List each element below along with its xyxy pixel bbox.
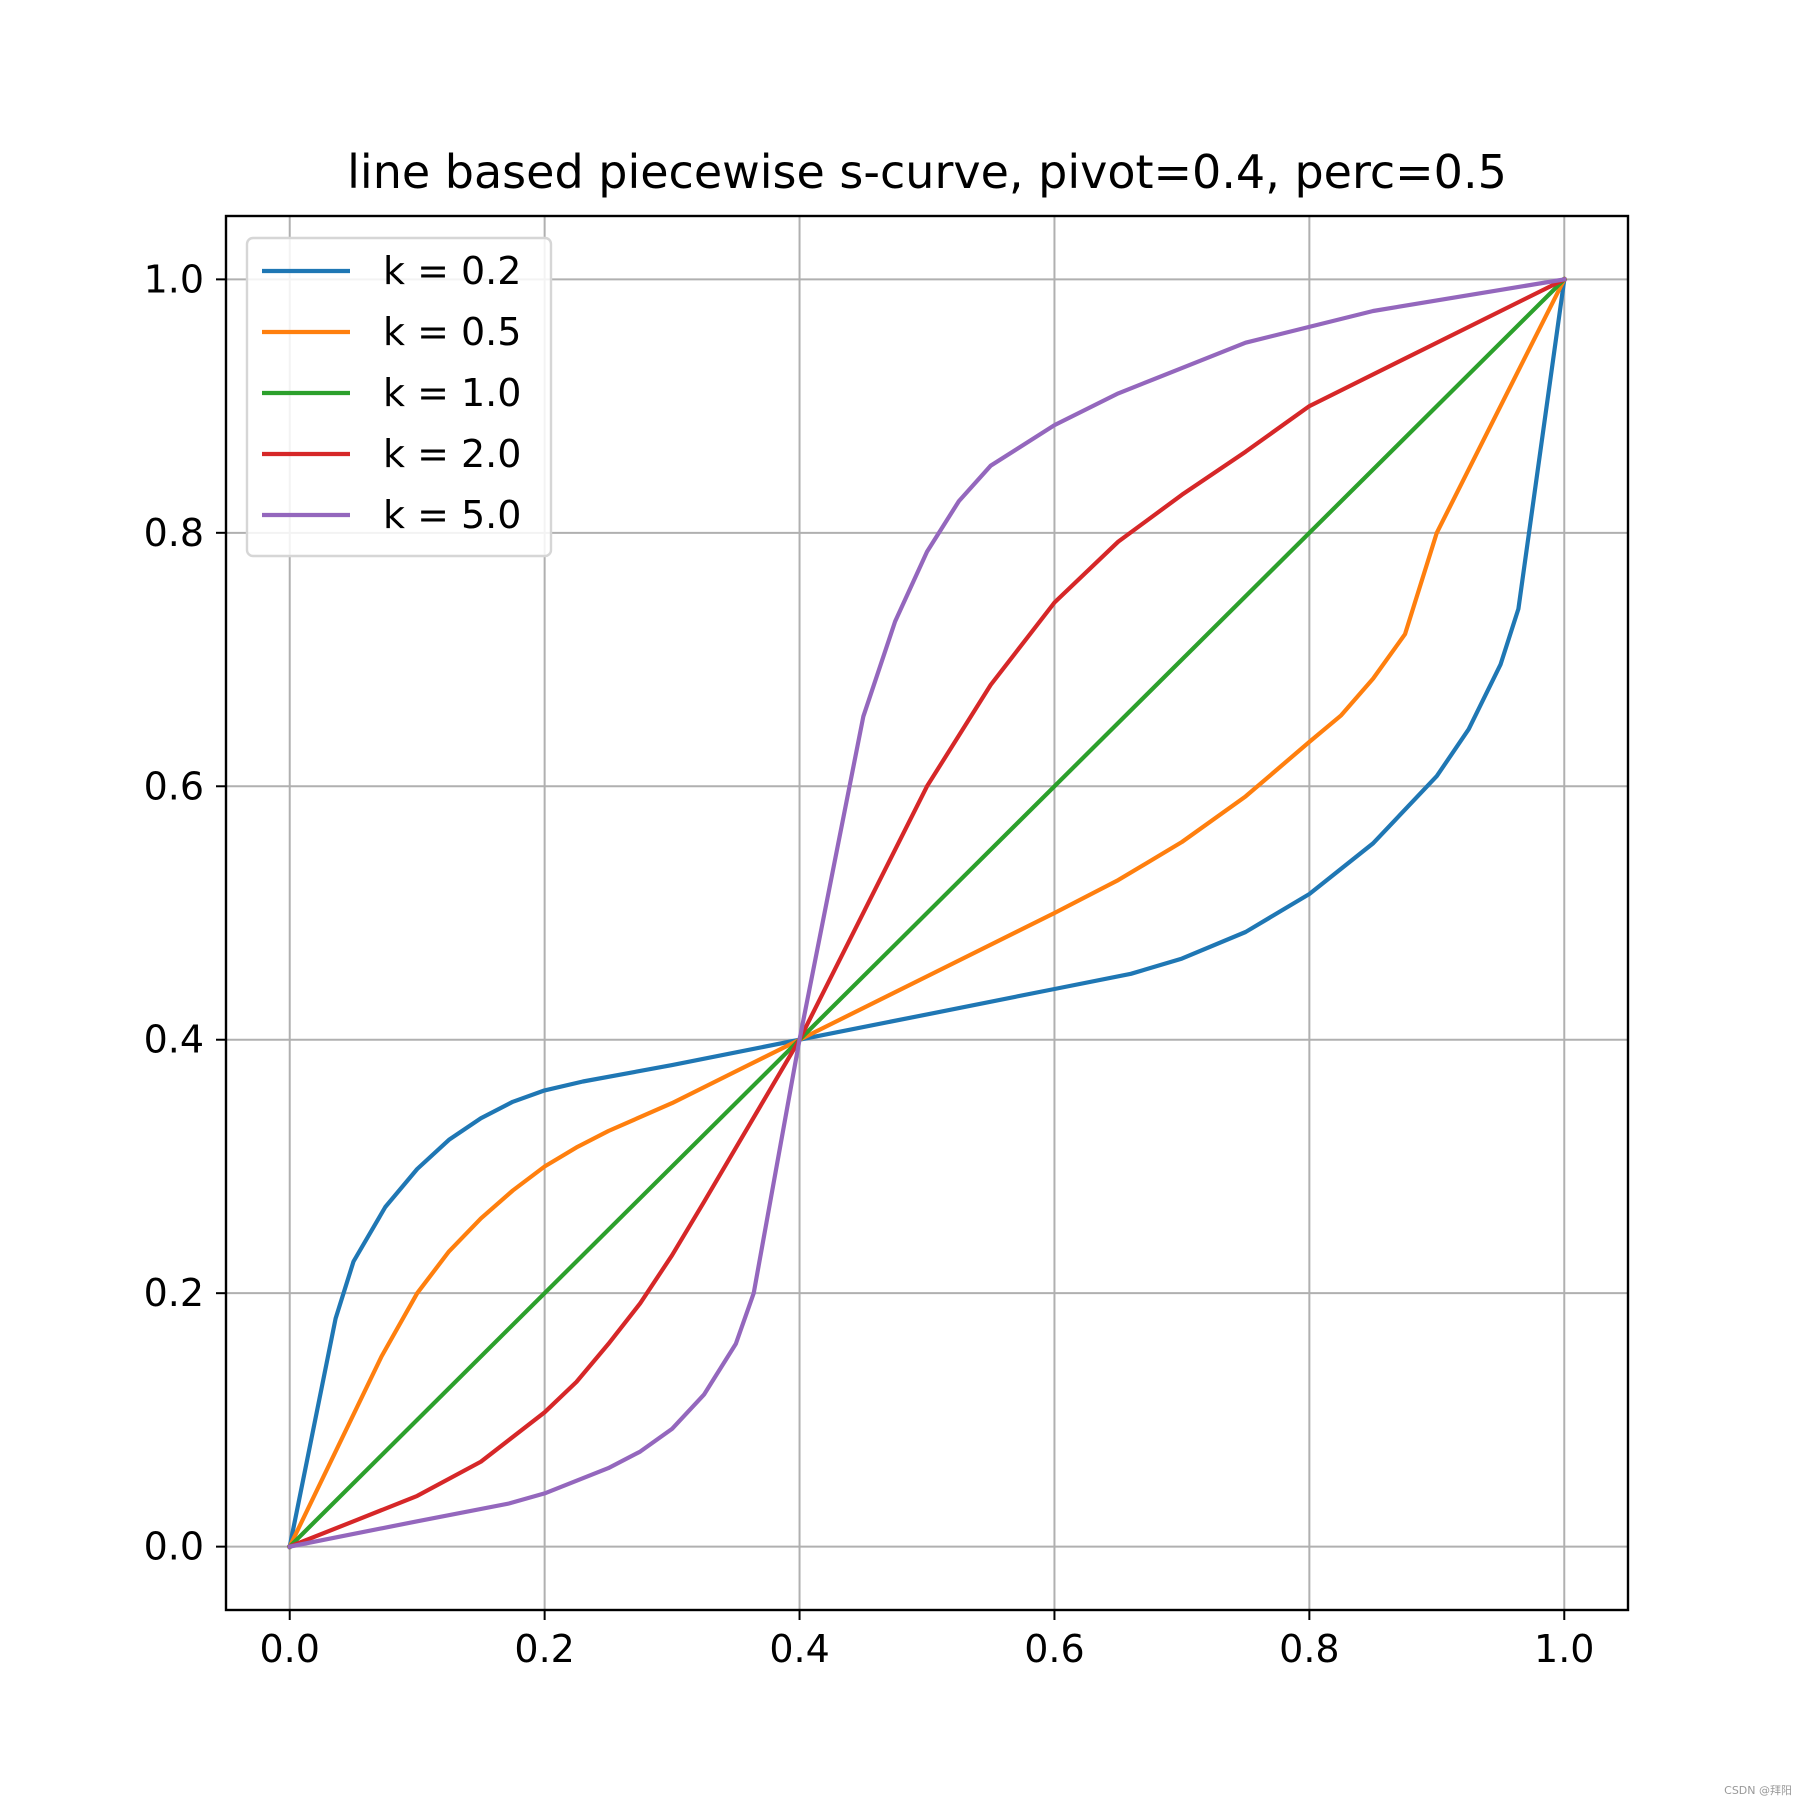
y-tick-label-2: 0.4 <box>144 1018 204 1062</box>
series-line-3 <box>286 276 1568 1550</box>
series-line-4 <box>286 276 1568 1550</box>
legend-label-1: k = 0.2 <box>383 249 521 293</box>
series-line-5 <box>287 276 1567 1550</box>
y-tick-label-5: 1.0 <box>144 257 204 301</box>
plot-area: 0.0 0.2 0.4 0.6 0.8 1.0 0.0 0.2 0.4 0.6 0.8 1.0 k = … <box>144 214 1630 1671</box>
legend-label-2: k = 0.5 <box>383 310 521 354</box>
x-tick-label-2: 0.4 <box>769 1627 829 1671</box>
y-tick-label-4: 0.8 <box>144 511 204 555</box>
x-tick-label-5: 1.0 <box>1534 1627 1594 1671</box>
y-tick-label-0: 0.0 <box>144 1525 204 1569</box>
legend: k = 0.2 k = 0.5 k = 1.0 k = 2.0 k = 5.0 <box>245 236 553 558</box>
y-tick-label-1: 0.2 <box>144 1271 204 1315</box>
x-tick-label-0: 0.0 <box>260 1627 320 1671</box>
legend-label-5: k = 5.0 <box>383 493 521 537</box>
chart-title: line based piecewise s-curve, pivot=0.4,… <box>347 145 1507 199</box>
legend-label-3: k = 1.0 <box>383 371 521 415</box>
x-tick-label-4: 0.8 <box>1279 1627 1339 1671</box>
x-tick-label-3: 0.6 <box>1024 1627 1084 1671</box>
y-tick-label-3: 0.6 <box>144 764 204 808</box>
axes-frame <box>224 214 1630 1612</box>
series-group <box>286 276 1568 1550</box>
x-tick-label-1: 0.2 <box>514 1627 574 1671</box>
legend-box <box>245 236 553 558</box>
legend-label-4: k = 2.0 <box>383 432 521 476</box>
series-line-1 <box>287 277 1567 1550</box>
watermark: CSDN @拜阳 <box>1724 1784 1792 1797</box>
